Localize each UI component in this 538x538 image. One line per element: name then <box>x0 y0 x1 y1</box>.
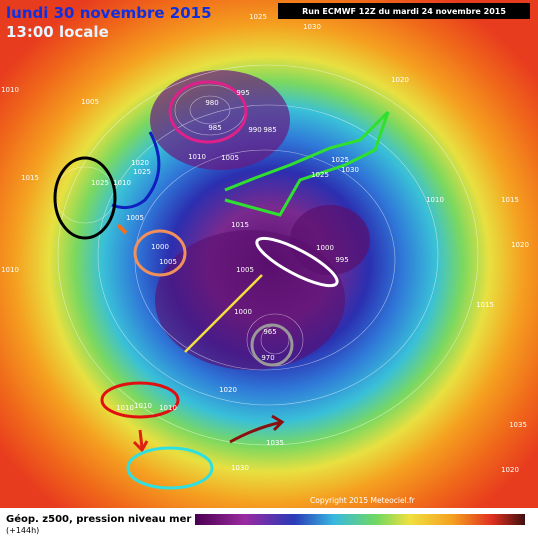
isobar-label: 1025 <box>249 13 267 21</box>
isobar-label: 1025 <box>311 171 329 179</box>
run-box <box>278 3 530 19</box>
isobar-label: 1020 <box>501 466 519 474</box>
isobar-label: 1030 <box>303 23 321 31</box>
isobar-label: 965 <box>263 328 276 336</box>
annotation-ellipse <box>133 229 187 277</box>
annotation-ellipse <box>168 80 248 144</box>
annotation-mark <box>116 223 128 235</box>
isobar-label: 1010 <box>116 404 134 412</box>
isobar-label: 995 <box>236 89 249 97</box>
isobar-label: 985 <box>263 126 276 134</box>
isobar-label: 1030 <box>231 464 249 472</box>
isobar-label: 1015 <box>476 301 494 309</box>
isobar-label: 1010 <box>1 266 19 274</box>
annotation-ellipse <box>126 446 214 490</box>
isobar-label: 1010 <box>1 86 19 94</box>
isobar-label: 990 <box>248 126 261 134</box>
isobar-label: 1000 <box>151 243 169 251</box>
isobar-label: 1005 <box>126 214 144 222</box>
isobar-label: 1005 <box>81 98 99 106</box>
isobar-label: 1010 <box>426 196 444 204</box>
annotation-ellipse <box>255 236 339 288</box>
isobar-label: 1015 <box>501 196 519 204</box>
isobar-label: 1020 <box>219 386 237 394</box>
isobar-label: 1025 <box>133 168 151 176</box>
isobar-label: 1010 <box>113 179 131 187</box>
isobar-label: 1035 <box>266 439 284 447</box>
isobar-label: 1020 <box>511 241 529 249</box>
isobar-label: 1030 <box>341 166 359 174</box>
isobar-label: 1010 <box>159 404 177 412</box>
isobar-label: 1015 <box>231 221 249 229</box>
isobar-label: 1035 <box>509 421 527 429</box>
annotation-ellipse <box>100 381 180 419</box>
isobar-label: 1010 <box>134 402 152 410</box>
copyright: Copyright 2015 Meteociel.fr <box>310 496 416 505</box>
isobar-label: 1015 <box>21 174 39 182</box>
isobar-label: 1005 <box>221 154 239 162</box>
annotation-arrow <box>229 414 285 444</box>
isobar-label: 1010 <box>188 153 206 161</box>
forecast-time: 13:00 locale <box>6 23 109 41</box>
footer-lead: (+144h) <box>6 526 39 535</box>
run-info: Run ECMWF 12Z du mardi 24 novembre 2015 <box>302 7 506 16</box>
isobar-label: 1025 <box>331 156 349 164</box>
isobar-label: 1025 <box>91 179 109 187</box>
annotation-arc <box>111 131 161 210</box>
annotation-circle <box>250 323 294 367</box>
forecast-date: lundi 30 novembre 2015 <box>6 4 212 22</box>
isobar-label: 1000 <box>234 308 252 316</box>
isobar-label: 1005 <box>236 266 254 274</box>
isobar-label: 985 <box>208 124 221 132</box>
isobar-label: 1005 <box>159 258 177 266</box>
isobar-label: 1020 <box>391 76 409 84</box>
footer-title: Géop. z500, pression niveau mer <box>6 513 191 525</box>
annotation-outline <box>224 110 390 217</box>
isobar-label: 1000 <box>316 244 334 252</box>
color-scale <box>195 514 525 525</box>
low-area <box>150 70 290 170</box>
annotation-line <box>184 274 263 353</box>
isobar-label: 970 <box>261 354 274 362</box>
isobar-label: 1020 <box>131 159 149 167</box>
isobar-label: 995 <box>335 256 348 264</box>
annotation-arrow <box>132 429 149 453</box>
isobar-label: 980 <box>205 99 218 107</box>
annotation-ellipse <box>53 156 117 240</box>
